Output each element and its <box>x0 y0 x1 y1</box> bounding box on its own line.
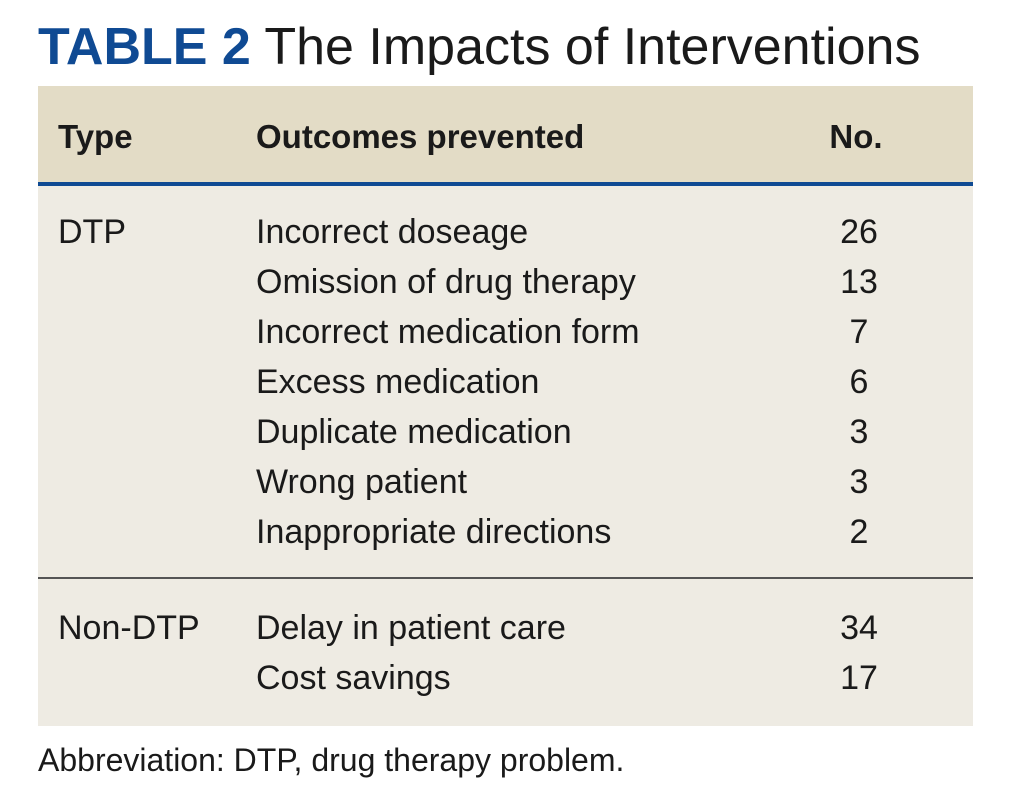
count-cell: 17 <box>840 659 878 697</box>
data-table: Type Outcomes prevented No. DTP Incorrec… <box>38 86 973 726</box>
count-cell: 13 <box>840 263 878 301</box>
count-cell: 3 <box>849 413 869 451</box>
table-title-text: The Impacts of Interventions <box>264 18 921 76</box>
count-cell: 7 <box>849 313 869 351</box>
table-title: TABLE 2 The Impacts of Interventions <box>38 14 920 80</box>
outcome-cell: Cost savings <box>256 659 451 697</box>
outcome-cell: Excess medication <box>256 363 540 401</box>
group-type-dtp: DTP <box>58 213 126 251</box>
count-cell: 26 <box>840 213 878 251</box>
outcome-cell: Incorrect medication form <box>256 313 640 351</box>
header-number: No. <box>829 118 883 155</box>
outcome-cell: Omission of drug therapy <box>256 263 636 301</box>
header-outcomes-prevented: Outcomes prevented <box>256 118 585 155</box>
outcome-cell: Inappropriate directions <box>256 513 612 551</box>
table-footnote: Abbreviation: DTP, drug therapy problem. <box>38 742 625 778</box>
table-header-row: Type Outcomes prevented No. <box>38 86 973 186</box>
count-cell: 6 <box>849 363 869 401</box>
outcome-cell: Wrong patient <box>256 463 468 501</box>
header-type: Type <box>58 118 133 155</box>
group-type-non-dtp: Non-DTP <box>58 609 200 647</box>
table-label: TABLE 2 <box>38 18 251 76</box>
count-cell: 34 <box>840 609 878 647</box>
outcome-cell: Delay in patient care <box>256 609 566 647</box>
count-cell: 3 <box>849 463 869 501</box>
outcome-cell: Duplicate medication <box>256 413 572 451</box>
count-cell: 2 <box>849 513 869 551</box>
group-divider <box>38 577 973 579</box>
outcome-cell: Incorrect doseage <box>256 213 529 251</box>
